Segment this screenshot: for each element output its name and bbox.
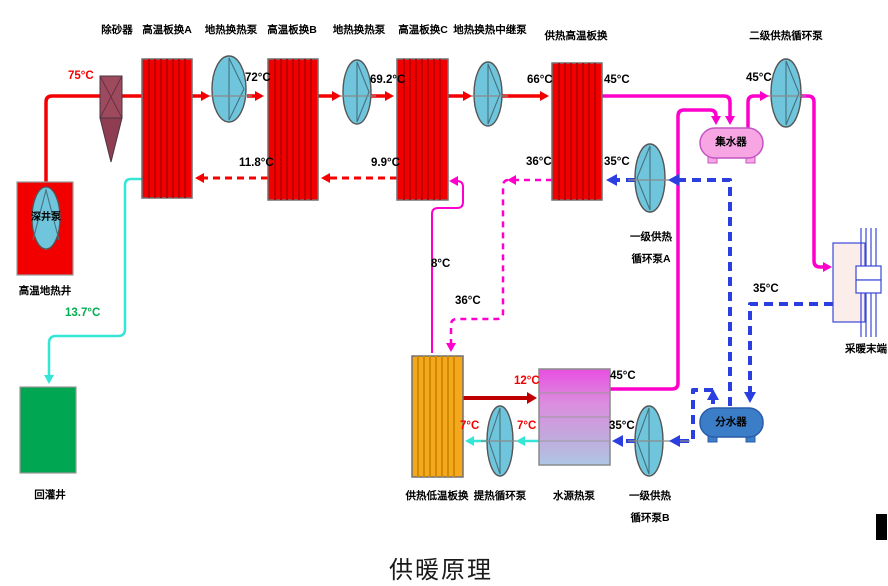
temp-heat-pump-out: 45°C bbox=[610, 370, 636, 382]
label-sand-remover: 除砂器 bbox=[101, 24, 133, 36]
hot-geothermal-well bbox=[16, 181, 74, 276]
label-pump-geo-2: 地热换热泵 bbox=[332, 24, 386, 36]
collector-tank bbox=[699, 127, 764, 164]
label-hx-a: 高温板换A bbox=[142, 24, 192, 36]
label-pump-b-line1: 一级供热 bbox=[629, 490, 671, 502]
page-title: 供暖原理 bbox=[389, 558, 493, 584]
temp-supply-out: 45°C bbox=[604, 74, 630, 86]
pump-geothermal-1 bbox=[211, 55, 247, 123]
pump-geothermal-2 bbox=[342, 59, 372, 125]
label-pump-secondary: 二级供热循环泵 bbox=[749, 30, 823, 42]
temp-reinjection: 13.7°C bbox=[65, 307, 101, 319]
label-pump-geo-1: 地热换热泵 bbox=[204, 24, 258, 36]
temp-evap-return-2: 7°C bbox=[517, 420, 537, 432]
reinjection-well bbox=[19, 386, 77, 474]
deep-well-pump bbox=[31, 186, 61, 250]
hx-heating-high bbox=[551, 62, 603, 201]
water-source-heat-pump bbox=[538, 368, 611, 466]
pipe-heating-supply bbox=[602, 94, 823, 391]
pipe-heating-return bbox=[617, 178, 833, 443]
hx-b bbox=[267, 58, 319, 201]
temp-geo-out: 75°C bbox=[68, 70, 94, 82]
pump-primary-a bbox=[634, 143, 666, 213]
temp-hx-high-in-return: 35°C bbox=[604, 156, 630, 168]
temp-supply-pump: 45°C bbox=[746, 72, 772, 84]
sand-remover bbox=[99, 75, 123, 163]
label-well-reinjection: 回灌井 bbox=[34, 489, 66, 501]
temp-low-hx-out: 8°C bbox=[431, 258, 451, 270]
temp-hx-high-return: 36°C bbox=[526, 156, 552, 168]
temp-after-hx-b: 69.2°C bbox=[370, 74, 406, 86]
label-pump-a-line1: 一级供热 bbox=[630, 231, 672, 243]
temp-heat-pump-in: 35°C bbox=[609, 420, 635, 432]
hx-a bbox=[141, 58, 193, 199]
label-collector: 集水器 bbox=[715, 136, 747, 148]
pipe-reinjection bbox=[47, 177, 143, 375]
label-radiator: 采暖末端 bbox=[845, 343, 887, 355]
black-bar-artifact bbox=[876, 514, 887, 540]
temp-evap-return-1: 7°C bbox=[460, 420, 480, 432]
temp-after-hx-c: 66°C bbox=[527, 74, 553, 86]
temp-return-c-to-b: 9.9°C bbox=[371, 157, 400, 169]
label-hx-heating-low: 供热低温板换 bbox=[405, 490, 469, 502]
temp-to-low-hx: 36°C bbox=[455, 295, 481, 307]
hx-heating-low bbox=[411, 355, 464, 478]
pump-axis-lines bbox=[206, 95, 806, 442]
label-pump-a-line2: 循环泵A bbox=[631, 253, 671, 265]
label-distributor: 分水器 bbox=[715, 416, 747, 428]
temp-radiator-return: 35°C bbox=[753, 283, 779, 295]
hx-c bbox=[396, 58, 449, 201]
label-pump-extract: 提热循环泵 bbox=[473, 490, 527, 502]
label-hx-heating-high: 供热高温板换 bbox=[544, 30, 608, 42]
temp-after-hx-a: 72°C bbox=[245, 72, 271, 84]
label-well-hot: 高温地热井 bbox=[18, 285, 72, 297]
radiator-terminal bbox=[832, 228, 882, 337]
pipe-36c-return bbox=[449, 178, 552, 343]
distributor-tank bbox=[699, 407, 764, 443]
temp-evap-supply: 12°C bbox=[514, 375, 540, 387]
temp-return-b-to-a: 11.8°C bbox=[239, 157, 274, 169]
label-deep-well-pump: 深井泵 bbox=[31, 212, 61, 223]
label-pump-b-line2: 循环泵B bbox=[630, 512, 670, 524]
pipe-8c bbox=[431, 180, 464, 353]
pump-secondary-heating bbox=[770, 58, 802, 128]
label-pump-relay: 地热换热中继泵 bbox=[453, 24, 527, 36]
arrowheads bbox=[44, 91, 832, 447]
label-hx-c: 高温板换C bbox=[398, 24, 448, 36]
pump-relay bbox=[473, 61, 503, 127]
label-heat-pump: 水源热泵 bbox=[553, 490, 595, 502]
label-hx-b: 高温板换B bbox=[267, 24, 317, 36]
